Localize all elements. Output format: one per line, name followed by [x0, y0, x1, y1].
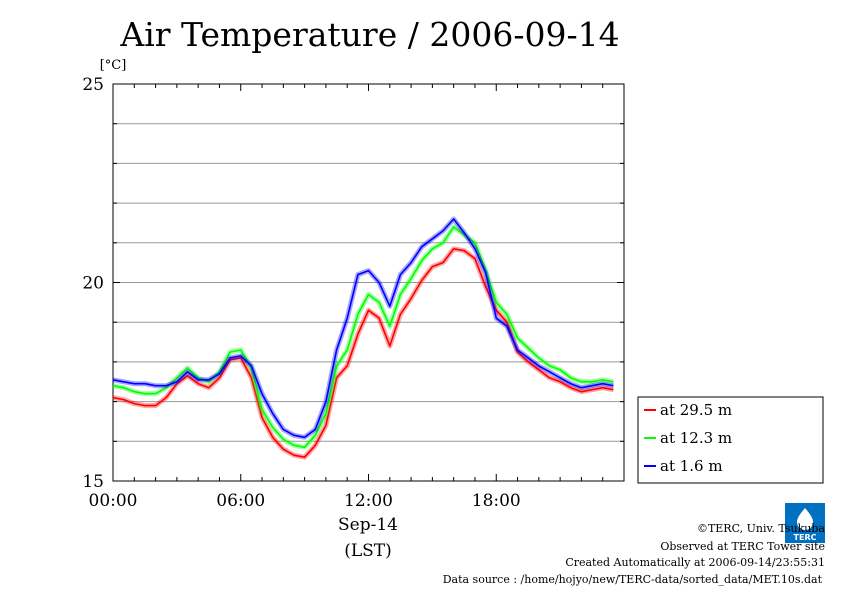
copyright-text: ©TERC, Univ. Tsukuba [697, 522, 825, 535]
x-tick-label: 18:00 [472, 491, 521, 511]
legend: at 29.5 m at 12.3 m at 1.6 m [637, 396, 824, 484]
x-tick-label: 00:00 [89, 491, 138, 511]
logo-text: TERC [794, 533, 817, 542]
y-tick-label: 25 [82, 75, 104, 95]
series-line-3 [112, 218, 614, 439]
data-source-text: Data source : /home/hojyo/new/TERC-data/… [443, 573, 823, 586]
observed-text: Observed at TERC Tower site [660, 540, 825, 553]
y-tick-label: 20 [82, 274, 104, 294]
legend-label: at 12.3 m [660, 429, 732, 447]
legend-label: at 1.6 m [660, 457, 723, 475]
grid-lines [113, 123, 624, 442]
x-date-label: Sep-14 [338, 515, 398, 535]
axis-ticks [112, 83, 625, 482]
created-text: Created Automatically at 2006-09-14/23:5… [565, 556, 825, 569]
y-tick-labels: 15 20 25 [82, 75, 104, 492]
series-line-1 [112, 248, 614, 459]
chart-title: Air Temperature / 2006-09-14 [119, 15, 619, 54]
series-glow-2 [112, 224, 614, 450]
series-lines [112, 216, 614, 460]
series-line-2 [112, 226, 614, 449]
x-tick-labels: 00:00 06:00 12:00 18:00 [89, 491, 521, 511]
terc-logo: TERC [785, 503, 825, 543]
water-drop-icon [797, 508, 813, 530]
legend-box [637, 396, 824, 484]
y-tick-label: 15 [82, 472, 104, 492]
legend-label: at 29.5 m [660, 401, 732, 419]
y-axis-unit: [°C] [100, 58, 127, 73]
series-glow-1 [112, 246, 614, 460]
x-unit-label: (LST) [344, 541, 392, 561]
x-tick-label: 06:00 [216, 491, 265, 511]
x-tick-label: 12:00 [344, 491, 393, 511]
